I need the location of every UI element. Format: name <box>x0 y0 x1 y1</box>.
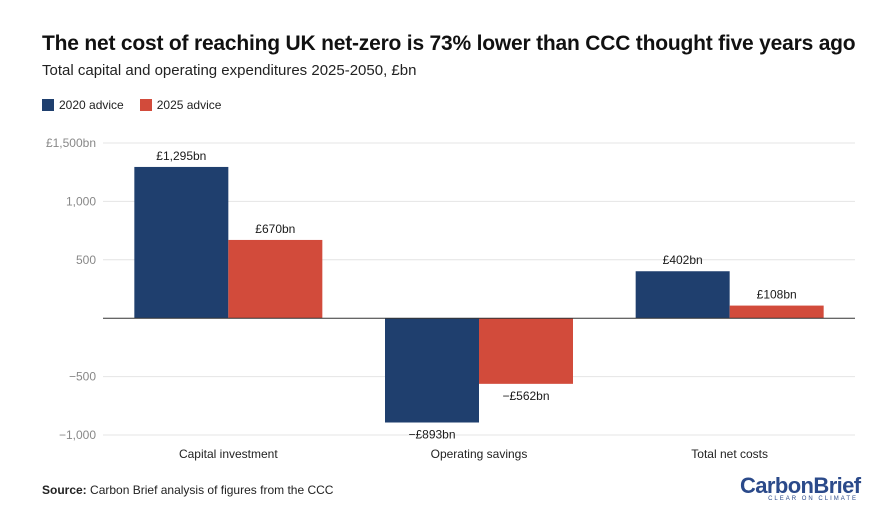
x-category-label: Operating savings <box>431 447 528 461</box>
legend-swatch-2025 <box>139 99 152 111</box>
data-label: −£562bn <box>502 389 549 403</box>
bar <box>635 271 730 319</box>
chart-subtitle: Total capital and operating expenditures… <box>42 62 417 79</box>
x-category-label: Total net costs <box>691 447 768 461</box>
data-label: −£893bn <box>408 428 455 442</box>
bar <box>479 318 573 384</box>
brand-tagline: CLEAR ON CLIMATE <box>768 496 858 502</box>
legend-item-2020: 2020 advice <box>42 98 124 112</box>
bar <box>134 166 229 319</box>
data-label: £670bn <box>255 222 295 236</box>
data-label: £1,295bn <box>156 149 206 163</box>
legend: 2020 advice 2025 advice <box>42 98 221 112</box>
bar <box>228 239 323 319</box>
y-tick-label: −1,000 <box>59 428 96 442</box>
carbonbrief-logo: CarbonBrief CLEAR ON CLIMATE <box>740 473 861 508</box>
chart-title: The net cost of reaching UK net-zero is … <box>42 32 856 55</box>
brand-name: CarbonBrief <box>740 473 861 498</box>
legend-item-2025: 2025 advice <box>139 98 222 112</box>
y-tick-label: 1,000 <box>66 194 96 208</box>
source-text: Carbon Brief analysis of figures from th… <box>90 483 334 497</box>
x-category-label: Capital investment <box>179 447 278 461</box>
data-label: £108bn <box>757 288 797 302</box>
y-tick-label: 500 <box>76 253 96 267</box>
y-tick-label: £1,500bn <box>46 136 96 150</box>
legend-label-2025: 2025 advice <box>156 98 222 112</box>
bar <box>385 318 479 423</box>
bar <box>729 305 824 319</box>
source-note: Source: Carbon Brief analysis of figures… <box>42 483 333 497</box>
data-label: £402bn <box>663 253 703 267</box>
legend-swatch-2020 <box>42 99 54 111</box>
source-label: Source: <box>42 483 87 497</box>
legend-label-2020: 2020 advice <box>59 98 124 112</box>
y-tick-label: −500 <box>69 370 96 384</box>
